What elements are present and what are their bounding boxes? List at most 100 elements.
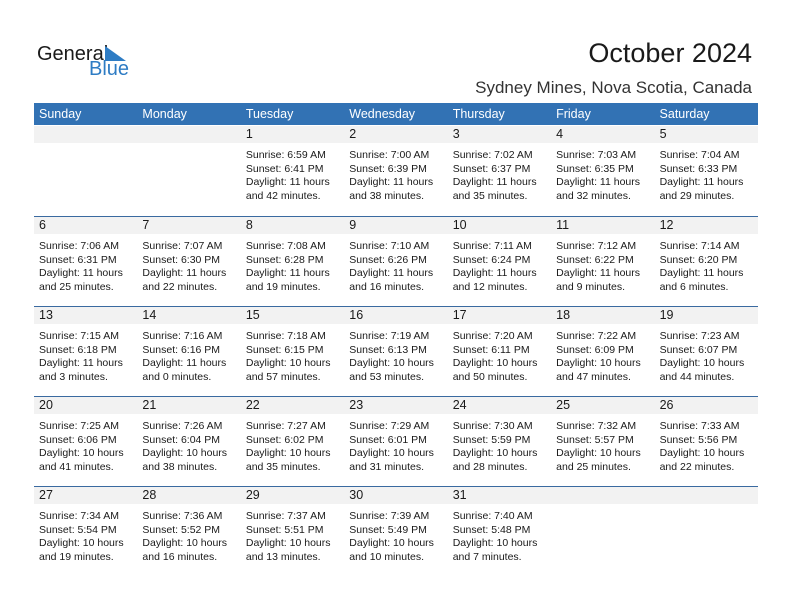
daylight-text: Daylight: 10 hours [659,357,745,369]
day-number: 22 [245,398,260,412]
sunset-text: Sunset: 5:48 PM [452,523,531,536]
daylight-text: Daylight: 10 hours [245,357,331,369]
day-number: 5 [659,127,667,141]
sunrise-text: Sunrise: 7:18 AM [245,330,326,342]
day-cell: 16 Sunrise: 7:19 AM Sunset: 6:13 PM Dayligh… [344,307,447,397]
day-cell: 21 Sunrise: 7:26 AM Sunset: 6:04 PM Dayligh… [137,397,240,487]
day-number: 3 [452,127,460,141]
daylight-minutes-text: and 16 minutes. [349,280,424,293]
weekday-friday: Friday [556,107,591,121]
day-number: 10 [452,218,467,232]
date-band [34,307,758,324]
daylight-minutes-text: and 6 minutes. [659,280,729,293]
sunrise-text: Sunrise: 7:36 AM [142,510,223,522]
location-subtitle: Sydney Mines, Nova Scotia, Canada [475,78,752,97]
sunrise-text: Sunrise: 7:30 AM [452,420,533,432]
sunset-text: Sunset: 6:01 PM [349,433,427,446]
day-number: 29 [245,488,260,502]
daylight-minutes-text: and 0 minutes. [142,370,212,383]
daylight-minutes-text: and 44 minutes. [659,370,735,383]
sunset-text: Sunset: 5:52 PM [142,523,221,536]
sunrise-text: Sunrise: 7:11 AM [452,240,532,252]
daylight-minutes-text: and 7 minutes. [452,550,522,563]
weekday-thursday: Thursday [452,107,505,121]
day-number: 24 [452,398,467,412]
day-number: 12 [659,218,674,232]
date-band [34,126,758,143]
daylight-text: Daylight: 10 hours [556,447,641,459]
day-number: 17 [452,308,467,322]
sunset-text: Sunset: 6:33 PM [659,162,738,175]
sunrise-text: Sunrise: 7:10 AM [349,240,430,252]
daylight-minutes-text: and 22 minutes. [659,460,735,473]
day-cell: 26 Sunrise: 7:33 AM Sunset: 5:56 PM Dayligh… [655,397,758,487]
day-cell: 27 Sunrise: 7:34 AM Sunset: 5:54 PM Dayligh… [34,487,137,577]
daylight-minutes-text: and 53 minutes. [349,370,424,383]
day-number: 21 [142,398,157,412]
day-number: 7 [142,218,150,232]
day-number: 2 [349,127,357,141]
day-cell: 5 Sunrise: 7:04 AM Sunset: 6:33 PM Daylight… [655,126,758,216]
sunrise-text: Sunrise: 7:34 AM [39,510,119,522]
sunrise-text: Sunrise: 7:25 AM [39,420,119,432]
sunrise-text: Sunrise: 7:03 AM [556,149,637,161]
date-band [34,397,758,414]
day-cell: 8 Sunrise: 7:08 AM Sunset: 6:28 PM Daylight… [241,217,344,307]
day-number: 19 [659,308,674,322]
daylight-minutes-text: and 41 minutes. [39,460,114,473]
sunset-text: Sunset: 6:20 PM [659,253,738,266]
day-cell: 30 Sunrise: 7:39 AM Sunset: 5:49 PM Dayligh… [344,487,447,577]
sunrise-text: Sunrise: 7:15 AM [39,330,119,342]
daylight-minutes-text: and 57 minutes. [245,370,321,383]
daylight-text: Daylight: 11 hours [349,267,434,279]
daylight-minutes-text: and 35 minutes. [452,189,528,202]
sunset-text: Sunset: 5:59 PM [452,433,531,446]
day-number: 15 [245,308,260,322]
day-number: 9 [349,218,357,232]
day-cell: 23 Sunrise: 7:29 AM Sunset: 6:01 PM Dayligh… [344,397,447,487]
daylight-minutes-text: and 16 minutes. [142,550,218,563]
day-number: 14 [142,308,157,322]
sunrise-text: Sunrise: 7:29 AM [349,420,430,432]
day-cell: 20 Sunrise: 7:25 AM Sunset: 6:06 PM Dayligh… [34,397,137,487]
day-cell: 22 Sunrise: 7:27 AM Sunset: 6:02 PM Dayligh… [241,397,344,487]
day-cell: 12 Sunrise: 7:14 AM Sunset: 6:20 PM Dayligh… [655,217,758,307]
sunrise-text: Sunrise: 7:16 AM [142,330,223,342]
sunrise-text: Sunrise: 7:08 AM [245,240,326,252]
daylight-text: Daylight: 10 hours [142,537,228,549]
daylight-text: Daylight: 11 hours [142,267,227,279]
page-title: October 2024 [588,38,752,68]
day-number: 20 [39,398,53,412]
sunrise-text: Sunrise: 7:06 AM [39,240,119,252]
daylight-text: Daylight: 11 hours [659,176,744,188]
sunrise-text: Sunrise: 7:20 AM [452,330,533,342]
day-number: 11 [556,218,570,232]
logo-general: General [37,43,109,65]
sunrise-text: Sunrise: 7:02 AM [452,149,533,161]
sunset-text: Sunset: 5:56 PM [659,433,738,446]
sunset-text: Sunset: 6:04 PM [142,433,221,446]
sunrise-text: Sunrise: 7:40 AM [452,510,533,522]
daylight-text: Daylight: 10 hours [452,447,538,459]
week-row: 1 Sunrise: 6:59 AM Sunset: 6:41 PM Daylight… [34,126,758,216]
daylight-minutes-text: and 32 minutes. [556,189,631,202]
day-cell: 13 Sunrise: 7:15 AM Sunset: 6:18 PM Dayligh… [34,307,137,397]
day-cell: 10 Sunrise: 7:11 AM Sunset: 6:24 PM Dayligh… [448,217,551,307]
daylight-text: Daylight: 11 hours [659,267,744,279]
sunset-text: Sunset: 6:02 PM [245,433,324,446]
day-cell: 15 Sunrise: 7:18 AM Sunset: 6:15 PM Dayligh… [241,307,344,397]
daylight-text: Daylight: 11 hours [142,357,227,369]
sunset-text: Sunset: 6:24 PM [452,253,531,266]
daylight-text: Daylight: 10 hours [245,447,331,459]
sunrise-text: Sunrise: 7:27 AM [245,420,326,432]
sunrise-text: Sunrise: 7:26 AM [142,420,223,432]
sunset-text: Sunset: 6:13 PM [349,343,427,356]
day-number: 1 [245,127,253,141]
daylight-minutes-text: and 22 minutes. [142,280,218,293]
daylight-text: Daylight: 10 hours [659,447,745,459]
sunset-text: Sunset: 6:09 PM [556,343,634,356]
day-cell: 19 Sunrise: 7:23 AM Sunset: 6:07 PM Dayligh… [655,307,758,397]
sunset-text: Sunset: 6:11 PM [452,343,530,356]
daylight-minutes-text: and 28 minutes. [452,460,528,473]
